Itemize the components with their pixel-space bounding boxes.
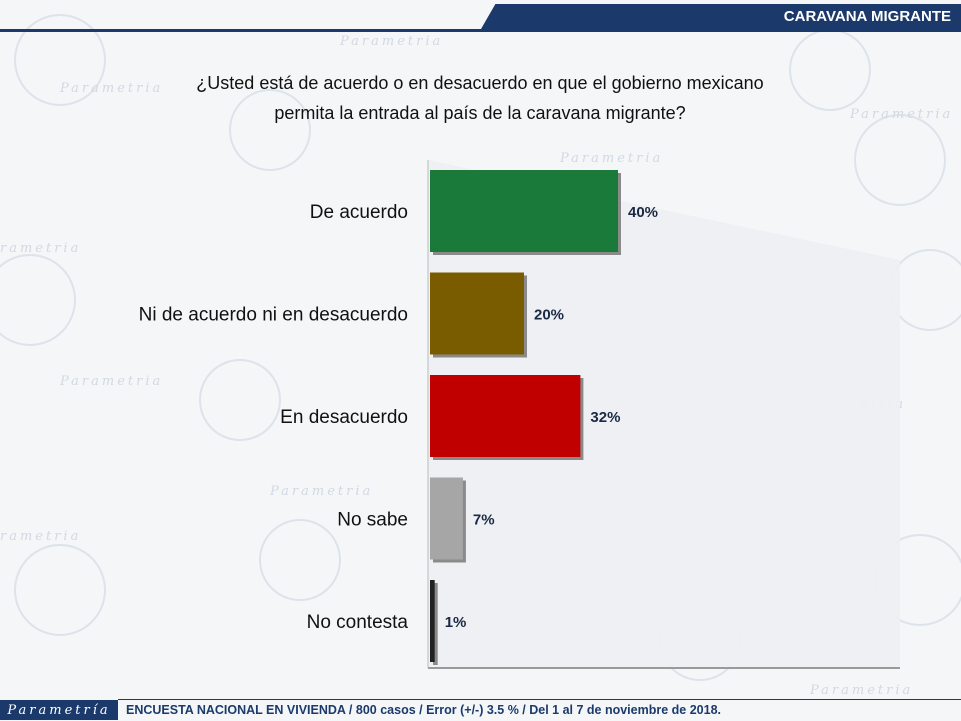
category-label: Ni de acuerdo ni en desacuerdo [139,305,408,326]
header-rule [0,29,961,32]
category-label: En desacuerdo [280,407,408,428]
category-label: No contesta [307,612,409,633]
footer-logo: Parametría [0,700,118,720]
value-label: 7% [473,512,495,529]
value-label: 40% [628,204,658,221]
value-label: 32% [590,409,620,426]
question-text: ¿Usted está de acuerdo o en desacuerdo e… [120,68,840,128]
footer-note: ENCUESTA NACIONAL EN VIVIENDA / 800 caso… [126,703,721,717]
footer-rule [118,699,961,700]
value-label: 1% [445,614,467,631]
chart-floor [428,160,900,668]
bar [430,375,581,457]
question-line-2: permita la entrada al país de la caravan… [274,103,686,123]
category-label: De acuerdo [310,202,408,223]
bar [430,272,524,355]
category-label: No sabe [337,510,408,531]
value-label: 20% [534,307,564,324]
bar-shadow [433,583,438,665]
bar [430,170,618,252]
bar [430,580,435,662]
question-line-1: ¿Usted está de acuerdo o en desacuerdo e… [196,73,764,93]
footer: Parametría ENCUESTA NACIONAL EN VIVIENDA… [0,699,961,721]
header-title: CARAVANA MIGRANTE [481,4,961,29]
bar [430,477,463,560]
